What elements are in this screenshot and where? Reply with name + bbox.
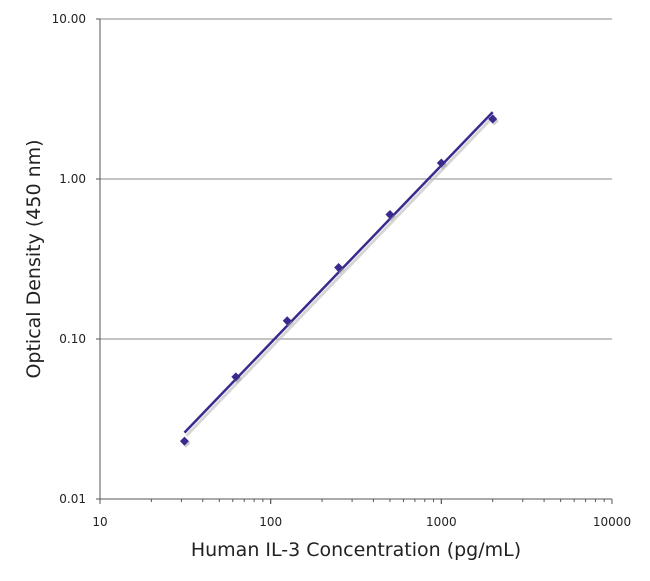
- x-tick-labels: 10 100 1000 10000: [92, 515, 631, 529]
- x-tick-label: 100: [259, 515, 282, 529]
- axes: [96, 18, 613, 504]
- y-tick-label: 10.00: [52, 12, 86, 26]
- fit-line-shadow: [185, 114, 496, 437]
- x-tick-label: 10: [92, 515, 107, 529]
- y-tick-label: 0.10: [59, 332, 86, 346]
- data-point: [282, 316, 292, 326]
- x-tick-label: 1000: [426, 515, 457, 529]
- data-point: [231, 372, 241, 382]
- x-tick-label: 10000: [593, 515, 631, 529]
- data-point: [436, 158, 446, 168]
- data-series: [179, 111, 499, 448]
- y-axis-label: Optical Density (450 nm): [23, 139, 45, 378]
- data-point: [488, 114, 498, 124]
- y-tick-label: 1.00: [59, 172, 86, 186]
- data-point: [179, 436, 189, 446]
- y-tick-label: 0.01: [59, 492, 86, 506]
- y-tick-labels: 0.01 0.10 1.00 10.00: [52, 12, 86, 506]
- x-axis-label: Human IL-3 Concentration (pg/mL): [191, 539, 521, 561]
- data-point: [334, 262, 344, 272]
- data-point: [385, 209, 395, 219]
- grid-lines: [100, 18, 612, 340]
